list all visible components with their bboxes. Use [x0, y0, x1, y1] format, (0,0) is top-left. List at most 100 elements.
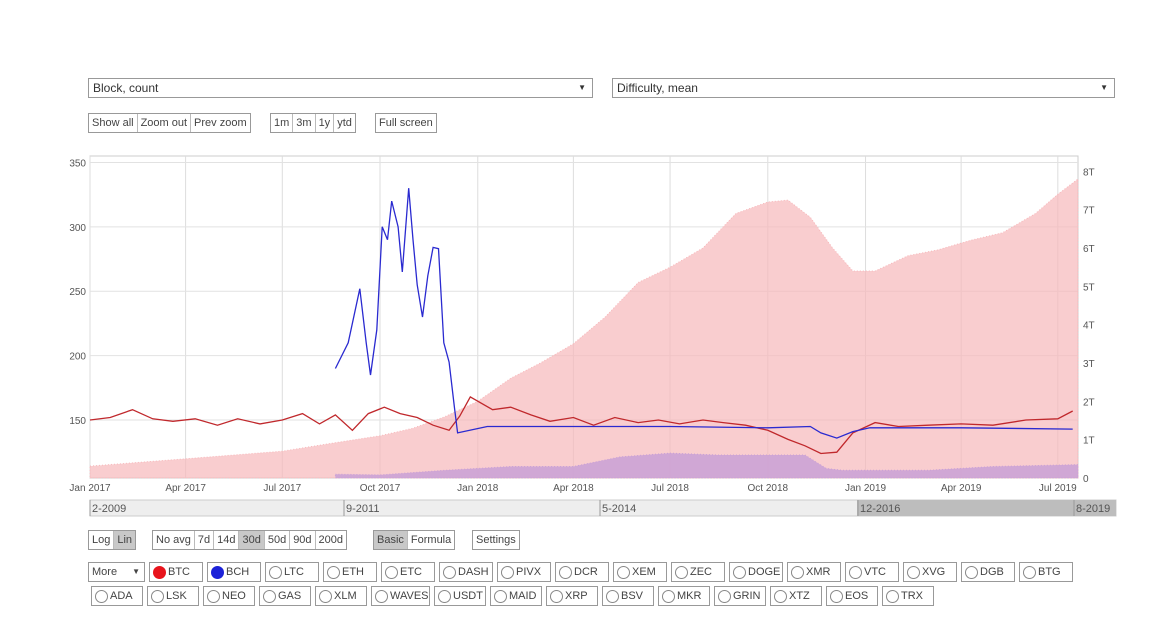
coin-label: BTG [1038, 566, 1061, 578]
coin-label: TRX [901, 590, 923, 602]
mode-basic-button[interactable]: Basic [374, 531, 408, 549]
avg-7d-button[interactable]: 7d [195, 531, 215, 549]
y-right-tick-label: 7T [1083, 206, 1095, 217]
radio-circle-icon [375, 589, 388, 603]
coin-toggle-mkr[interactable]: MKR [658, 586, 710, 606]
radio-circle-icon [675, 565, 688, 579]
radio-circle-icon [617, 565, 630, 579]
coin-toggle-btc[interactable]: BTC [149, 562, 203, 582]
coin-toggle-bch[interactable]: BCH [207, 562, 261, 582]
coin-toggle-xlm[interactable]: XLM [315, 586, 367, 606]
coin-toggle-trx[interactable]: TRX [882, 586, 934, 606]
y-right-tick-label: 8T [1083, 167, 1095, 178]
avg-14d-button[interactable]: 14d [214, 531, 240, 549]
coin-toggle-vtc[interactable]: VTC [845, 562, 899, 582]
coin-toggle-maid[interactable]: MAID [490, 586, 542, 606]
radio-circle-icon [151, 589, 164, 603]
coin-toggle-zec[interactable]: ZEC [671, 562, 725, 582]
right-metric-select[interactable]: Difficulty, mean ▼ [612, 78, 1115, 98]
settings-button[interactable]: Settings [476, 534, 516, 546]
zoom-zoom-out-button[interactable]: Zoom out [138, 114, 192, 132]
scale-button-group: Log Lin [88, 530, 137, 550]
avg-50d-button[interactable]: 50d [265, 531, 291, 549]
coin-toggle-ada[interactable]: ADA [91, 586, 143, 606]
coin-toggle-waves[interactable]: WAVES [371, 586, 430, 606]
radio-circle-icon [733, 565, 746, 579]
y-left-tick-label: 350 [69, 158, 86, 169]
coin-toggle-usdt[interactable]: USDT [434, 586, 486, 606]
y-right-tick-label: 0 [1083, 474, 1089, 485]
chart[interactable]: Jan 2017 Apr 2017 Jul 2017 Oct 2017 Jan 2018… [0, 148, 1160, 588]
coin-toggle-xvg[interactable]: XVG [903, 562, 957, 582]
radio-circle-icon [95, 589, 108, 603]
chevron-down-icon: ▼ [578, 83, 586, 92]
scale-lin-button[interactable]: Lin [114, 531, 136, 549]
coin-label: XLM [334, 590, 357, 602]
coin-toggle-bsv[interactable]: BSV [602, 586, 654, 606]
avg-30d-button[interactable]: 30d [239, 531, 265, 549]
coin-toggle-doge[interactable]: DOGE [729, 562, 783, 582]
coin-label: BCH [226, 566, 250, 578]
y-left-tick-label: 200 [69, 352, 86, 363]
coin-label: ETC [400, 566, 422, 578]
coin-toggle-etc[interactable]: ETC [381, 562, 435, 582]
avg-no-avg-button[interactable]: No avg [153, 531, 195, 549]
coin-toggle-gas[interactable]: GAS [259, 586, 311, 606]
coin-toggle-xrp[interactable]: XRP [546, 586, 598, 606]
zoom-prev-zoom-button[interactable]: Prev zoom [194, 117, 247, 129]
range-3m-button[interactable]: 3m [293, 114, 316, 132]
coin-label: DCR [574, 566, 598, 578]
coin-toggle-btg[interactable]: BTG [1019, 562, 1073, 582]
radio-circle-icon [443, 565, 456, 579]
x-tick-label: Oct 2018 [747, 483, 788, 494]
radio-circle-icon [849, 565, 862, 579]
radio-circle-icon [269, 565, 282, 579]
y-right-tick-label: 1T [1083, 436, 1095, 447]
fullscreen-button[interactable]: Full screen [379, 117, 433, 129]
coin-toggle-xmr[interactable]: XMR [787, 562, 841, 582]
series-area-bch-difficulty [334, 452, 1079, 479]
coin-toggle-neo[interactable]: NEO [203, 586, 255, 606]
coin-label: DGB [980, 566, 1004, 578]
coin-label: ZEC [690, 566, 712, 578]
coin-toggle-xtz[interactable]: XTZ [770, 586, 822, 606]
range-1y-button[interactable]: 1y [316, 114, 335, 132]
right-metric-value: Difficulty, mean [617, 81, 698, 95]
y-right-tick-label: 6T [1083, 244, 1095, 255]
coin-toggle-dash[interactable]: DASH [439, 562, 493, 582]
coin-label: ETH [342, 566, 364, 578]
more-select[interactable]: More ▼ [88, 562, 145, 582]
chevron-down-icon: ▼ [132, 567, 140, 576]
coin-label: BTC [168, 566, 190, 578]
radio-circle-icon [886, 589, 899, 603]
coin-toggle-grin[interactable]: GRIN [714, 586, 766, 606]
radio-circle-icon [718, 589, 731, 603]
y-left-tick-label: 300 [69, 223, 86, 234]
avg-90d-button[interactable]: 90d [290, 531, 316, 549]
range-ytd-button[interactable]: ytd [337, 117, 352, 129]
scale-log-button[interactable]: Log [89, 531, 115, 549]
avg-200d-button[interactable]: 200d [318, 534, 344, 546]
navigator-label: 8-2019 [1076, 503, 1110, 515]
chevron-down-icon: ▼ [1100, 83, 1108, 92]
coin-toggle-eth[interactable]: ETH [323, 562, 377, 582]
coin-toggle-pivx[interactable]: PIVX [497, 562, 551, 582]
coin-toggle-lsk[interactable]: LSK [147, 586, 199, 606]
coin-label: XEM [632, 566, 656, 578]
y-left-tick-label: 250 [69, 287, 86, 298]
coin-toggle-eos[interactable]: EOS [826, 586, 878, 606]
y-right-tick-label: 4T [1083, 321, 1095, 332]
radio-circle-icon [263, 589, 276, 603]
range-1m-button[interactable]: 1m [271, 114, 294, 132]
coin-toggle-dcr[interactable]: DCR [555, 562, 609, 582]
coin-toggle-dgb[interactable]: DGB [961, 562, 1015, 582]
coin-toggle-xem[interactable]: XEM [613, 562, 667, 582]
coin-toggle-ltc[interactable]: LTC [265, 562, 319, 582]
radio-circle-icon [494, 589, 507, 603]
left-metric-select[interactable]: Block, count ▼ [88, 78, 593, 98]
navigator-label: 12-2016 [860, 503, 900, 515]
zoom-show-all-button[interactable]: Show all [89, 114, 138, 132]
coin-label: WAVES [390, 590, 429, 602]
navigator-label: 5-2014 [602, 503, 636, 515]
mode-formula-button[interactable]: Formula [410, 534, 452, 546]
